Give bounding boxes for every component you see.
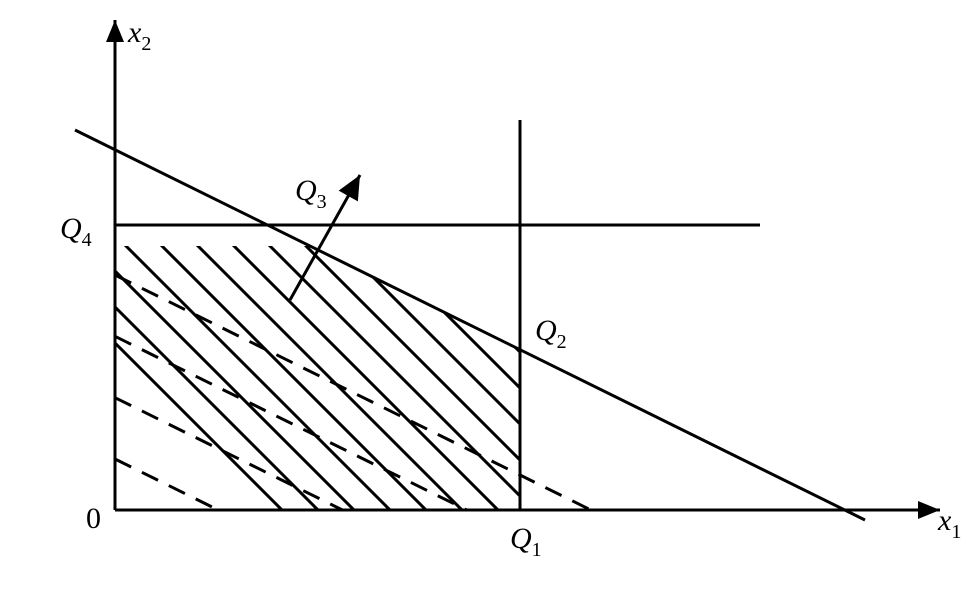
feasible-region-hatch [0, 0, 969, 591]
lp-feasible-region-diagram: x1 x2 0 Q1 Q2 Q3 Q4 [0, 0, 969, 591]
point-Q2-label: Q2 [535, 314, 567, 353]
origin-label: 0 [86, 502, 101, 535]
x-axis-label: x1 [937, 504, 961, 543]
y-axis-arrow [106, 20, 124, 42]
y-axis-label: x2 [127, 16, 151, 55]
point-Q1-label: Q1 [510, 522, 542, 561]
point-Q4-label: Q4 [60, 212, 92, 251]
axes [106, 20, 940, 519]
constraint-diagonal [75, 130, 865, 520]
constraint-lines [75, 120, 865, 520]
objective-arrow-head [339, 175, 360, 201]
point-Q3-label: Q3 [295, 174, 327, 213]
x-axis-arrow [918, 501, 940, 519]
